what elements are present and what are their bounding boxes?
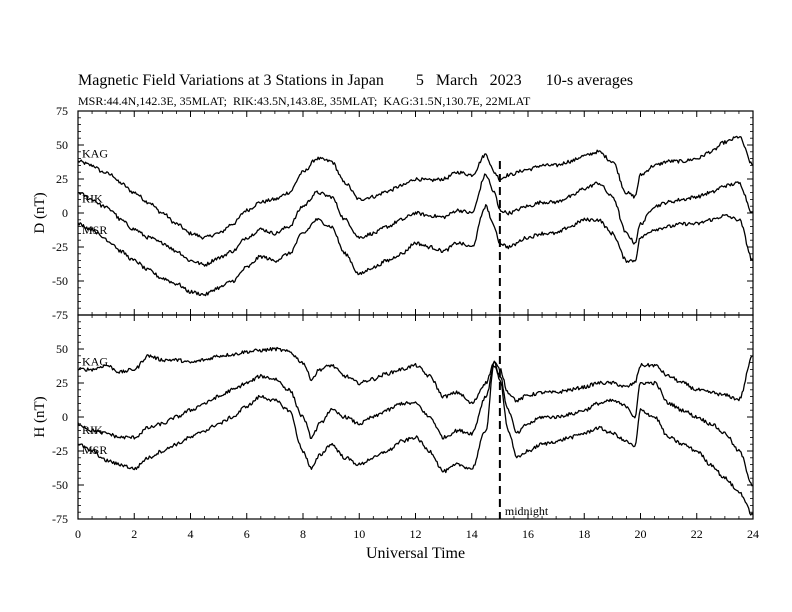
x-tick-label: 16 xyxy=(522,527,534,541)
x-tick-label: 12 xyxy=(410,527,422,541)
y-tick-label: -25 xyxy=(52,240,68,254)
y-axis-label: H (nT) xyxy=(32,396,48,437)
x-tick-label: 18 xyxy=(578,527,590,541)
y-tick-label: 0 xyxy=(62,206,68,220)
y-tick-label: 75 xyxy=(56,104,68,118)
x-tick-label: 22 xyxy=(691,527,703,541)
series-label-kag: KAG xyxy=(82,146,108,160)
chart-title: Magnetic Field Variations at 3 Stations … xyxy=(78,72,634,89)
y-tick-label: -75 xyxy=(52,308,68,322)
x-tick-label: 0 xyxy=(75,527,81,541)
y-tick-label: 25 xyxy=(56,172,68,186)
series-line-msr xyxy=(77,204,754,297)
series-label-rik: RIK xyxy=(82,192,103,206)
y-tick-label: -50 xyxy=(52,274,68,288)
chart-subtitle: MSR:44.4N,142.3E, 35MLAT; RIK:43.5N,143.… xyxy=(78,94,531,108)
x-tick-label: 14 xyxy=(466,527,478,541)
y-tick-label: 50 xyxy=(56,342,68,356)
x-tick-label: 8 xyxy=(300,527,306,541)
x-tick-label: 10 xyxy=(353,527,365,541)
y-tick-label: 0 xyxy=(62,410,68,424)
x-tick-label: 6 xyxy=(244,527,250,541)
midnight-label: midnight xyxy=(505,504,549,518)
x-axis-label: Universal Time xyxy=(366,545,465,562)
x-tick-label: 20 xyxy=(635,527,647,541)
x-tick-label: 24 xyxy=(747,527,759,541)
series-line-kag xyxy=(77,135,754,240)
y-tick-label: -75 xyxy=(52,512,68,526)
x-tick-label: 2 xyxy=(131,527,137,541)
y-tick-label: 25 xyxy=(56,376,68,390)
series-label-msr: MSR xyxy=(82,443,107,457)
series-label-rik: RIK xyxy=(82,423,103,437)
series-line-rik xyxy=(77,364,754,487)
x-tick-label: 4 xyxy=(188,527,194,541)
y-tick-label: -50 xyxy=(52,478,68,492)
y-tick-label: 50 xyxy=(56,138,68,152)
series-label-msr: MSR xyxy=(82,223,107,237)
series-line-rik xyxy=(78,173,754,267)
series-label-kag: KAG xyxy=(82,354,108,368)
y-tick-label: -25 xyxy=(52,444,68,458)
y-axis-label: D (nT) xyxy=(32,192,48,233)
series-line-msr xyxy=(77,360,754,516)
series-line-kag xyxy=(77,346,754,405)
